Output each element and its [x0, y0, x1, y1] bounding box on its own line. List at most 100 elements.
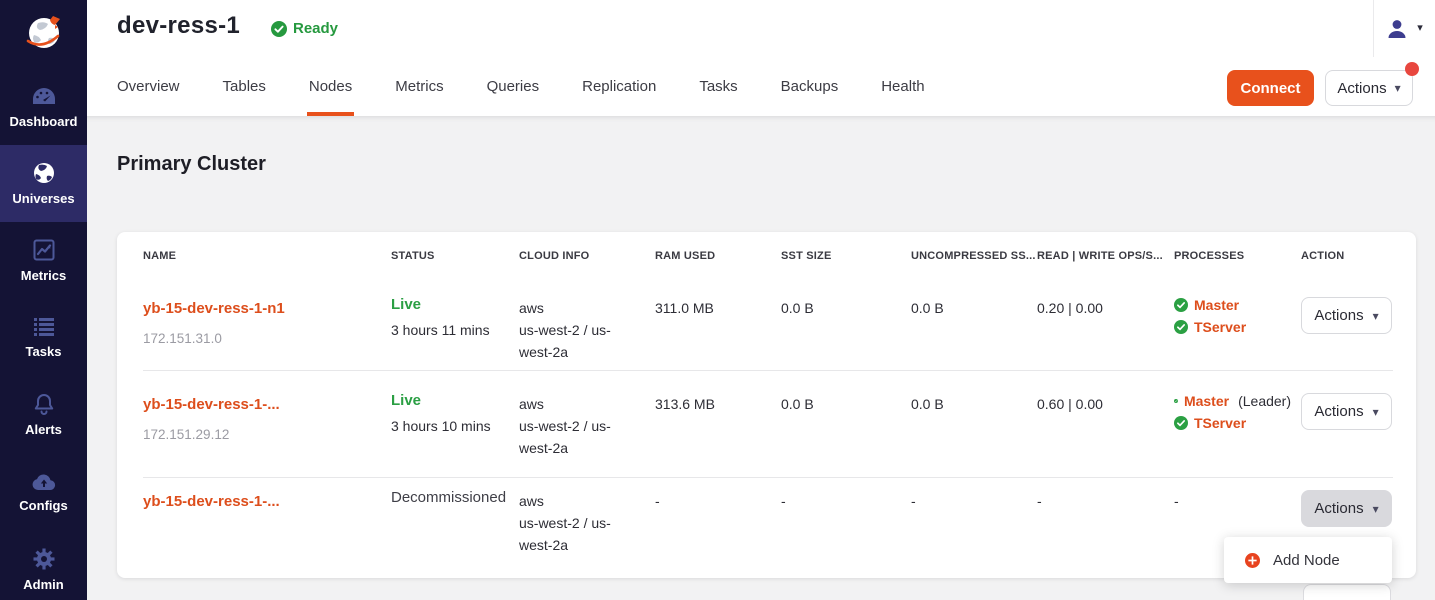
sidebar-item-admin[interactable]: Admin: [0, 542, 87, 596]
process-tserver: TServer: [1174, 415, 1291, 431]
sidebar-item-label: Dashboard: [9, 113, 78, 129]
cloud-region-zone: us-west-2 / us-west-2a: [519, 322, 611, 360]
node-actions-label: Actions: [1314, 403, 1364, 420]
main-content: Primary Cluster NAME STATUS CLOUD INFO R…: [87, 116, 1435, 600]
uncompressed-sst-value: 0.0 B: [911, 300, 944, 316]
user-menu[interactable]: ▾: [1373, 0, 1435, 57]
table-row: yb-15-dev-ress-1-... 172.151.29.12 Live …: [143, 371, 1393, 478]
universe-actions-button[interactable]: Actions: [1325, 70, 1413, 106]
check-circle-icon: [1174, 399, 1178, 403]
chevron-down-icon: ▾: [1417, 22, 1423, 34]
topbar: dev-ress-1 Ready ▾ Overview Tables Nodes…: [87, 0, 1435, 116]
gear-icon: [33, 548, 54, 569]
node-name-link[interactable]: yb-15-dev-ress-1-...: [143, 493, 280, 510]
globe-icon: [33, 163, 54, 183]
read-write-ops-value: -: [1037, 493, 1042, 509]
node-ip: 172.151.29.12: [143, 427, 230, 442]
sidebar-item-metrics[interactable]: Metrics: [0, 233, 87, 287]
tab-queries[interactable]: Queries: [486, 78, 540, 95]
process-name: Master: [1194, 297, 1240, 313]
node-actions-button[interactable]: Actions: [1301, 297, 1392, 334]
list-icon: [33, 317, 54, 336]
table-row: yb-15-dev-ress-1-n1 172.151.31.0 Live 3 …: [143, 280, 1393, 371]
check-circle-icon: [271, 20, 287, 37]
user-avatar-icon: [1388, 19, 1406, 38]
sst-size-value: 0.0 B: [781, 300, 814, 316]
ram-used-value: 313.6 MB: [655, 396, 715, 412]
cloud-region-zone: us-west-2 / us-west-2a: [519, 515, 611, 553]
table-row: yb-15-dev-ress-1-... Decommissioned aws …: [143, 478, 1393, 578]
status-badge: Ready: [271, 20, 338, 37]
tab-metrics[interactable]: Metrics: [395, 78, 444, 95]
column-header-sst-size[interactable]: SST SIZE: [781, 250, 832, 262]
read-write-ops-value: 0.20 | 0.00: [1037, 300, 1103, 316]
node-actions-button-open[interactable]: Actions: [1301, 490, 1392, 527]
universe-title: dev-ress-1: [117, 12, 241, 39]
uncompressed-sst-value: -: [911, 493, 916, 509]
partially-visible-button[interactable]: [1303, 584, 1391, 600]
node-status: Live: [391, 296, 422, 313]
tab-bar: Overview Tables Nodes Metrics Queries Re…: [87, 57, 1435, 116]
node-uptime: 3 hours 10 mins: [391, 418, 491, 434]
process-suffix: (Leader): [1238, 393, 1291, 409]
tab-tables[interactable]: Tables: [222, 78, 266, 95]
connect-button[interactable]: Connect: [1227, 70, 1314, 106]
node-name-link[interactable]: yb-15-dev-ress-1-...: [143, 396, 280, 413]
sidebar-item-label: Admin: [23, 576, 64, 592]
column-header-read-write[interactable]: READ | WRITE OPS/S...: [1037, 250, 1163, 262]
column-header-processes[interactable]: PROCESSES: [1174, 250, 1245, 262]
column-header-ram-used[interactable]: RAM USED: [655, 250, 716, 262]
sst-size-value: 0.0 B: [781, 396, 814, 412]
menu-item-add-node[interactable]: Add Node: [1245, 552, 1340, 569]
column-header-name[interactable]: NAME: [143, 250, 177, 262]
column-header-uncompressed[interactable]: UNCOMPRESSED SS...: [911, 250, 1036, 262]
plus-circle-icon: [1245, 552, 1260, 568]
node-name-link[interactable]: yb-15-dev-ress-1-n1: [143, 300, 285, 317]
tab-health[interactable]: Health: [881, 78, 925, 95]
table-header-row: NAME STATUS CLOUD INFO RAM USED SST SIZE…: [143, 232, 1393, 280]
process-master: Master: [1174, 297, 1291, 313]
sidebar: Dashboard Universes Metrics Tasks: [0, 0, 87, 600]
uncompressed-sst-value: 0.0 B: [911, 396, 944, 412]
tab-nodes[interactable]: Nodes: [306, 57, 355, 116]
tab-replication[interactable]: Replication: [582, 78, 657, 95]
cloud-provider: aws: [519, 493, 544, 509]
cloud-upload-icon: [32, 473, 55, 490]
sidebar-item-label: Metrics: [20, 267, 67, 283]
node-actions-label: Actions: [1314, 307, 1364, 324]
sidebar-item-label: Universes: [12, 191, 75, 206]
ram-used-value: -: [655, 493, 660, 509]
node-actions-button[interactable]: Actions: [1301, 393, 1392, 430]
process-tserver: TServer: [1174, 319, 1291, 335]
column-header-status[interactable]: STATUS: [391, 250, 435, 262]
tab-tasks[interactable]: Tasks: [699, 78, 738, 95]
nodes-table-card: NAME STATUS CLOUD INFO RAM USED SST SIZE…: [117, 232, 1416, 578]
process-name: TServer: [1194, 319, 1247, 335]
ram-used-value: 311.0 MB: [655, 300, 714, 316]
check-circle-icon: [1174, 298, 1188, 312]
status-badge-label: Ready: [293, 20, 339, 37]
node-ip: 172.151.31.0: [143, 331, 222, 346]
read-write-ops-value: 0.60 | 0.00: [1037, 396, 1103, 412]
processes-placeholder: -: [1174, 493, 1179, 509]
sidebar-item-universes[interactable]: Universes: [0, 145, 87, 222]
tab-overview[interactable]: Overview: [117, 78, 180, 95]
gauge-icon: [32, 87, 55, 104]
cloud-region-zone: us-west-2 / us-west-2a: [519, 418, 611, 456]
column-header-cloud-info[interactable]: CLOUD INFO: [519, 250, 590, 262]
sidebar-item-dashboard[interactable]: Dashboard: [0, 80, 87, 134]
node-actions-dropdown: Add Node: [1224, 537, 1392, 583]
process-master: Master (Leader): [1174, 393, 1291, 409]
sidebar-item-configs[interactable]: Configs: [0, 465, 87, 519]
process-name: Master: [1183, 393, 1230, 409]
node-actions-label: Actions: [1314, 500, 1364, 517]
sidebar-item-tasks[interactable]: Tasks: [0, 310, 87, 364]
section-title: Primary Cluster: [117, 153, 266, 175]
chart-icon: [33, 239, 54, 260]
cloud-provider: aws: [519, 396, 544, 412]
sidebar-item-alerts[interactable]: Alerts: [0, 387, 87, 441]
column-header-action[interactable]: ACTION: [1301, 250, 1345, 262]
yugabyte-logo-icon[interactable]: [0, 4, 87, 60]
tab-backups[interactable]: Backups: [780, 78, 839, 95]
universe-actions-label: Actions: [1337, 79, 1387, 97]
